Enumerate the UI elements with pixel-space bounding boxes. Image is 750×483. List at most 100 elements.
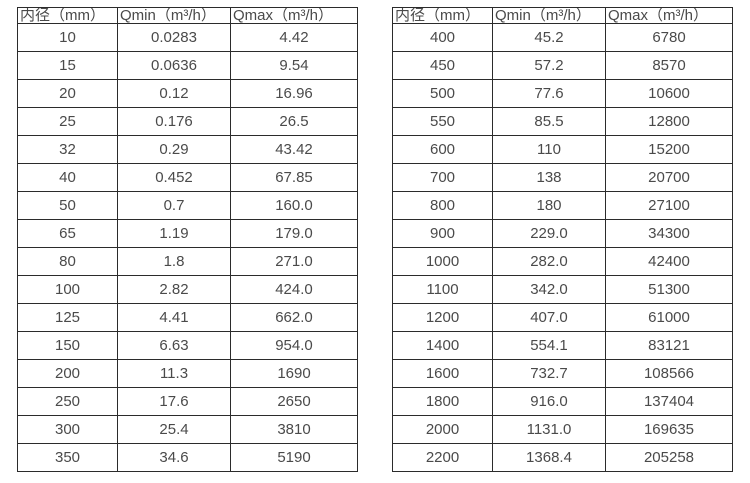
table-row: 150 6.63 954.0 <box>17 331 358 360</box>
cell-diameter: 1800 <box>392 387 493 416</box>
cell-diameter: 1100 <box>392 275 493 304</box>
cell-qmin: 282.0 <box>492 247 606 276</box>
cell-diameter: 32 <box>17 135 118 164</box>
column-header-qmax: Qmax（m³/h） <box>230 7 358 24</box>
cell-qmax: 16.96 <box>230 79 358 108</box>
cell-diameter: 10 <box>17 23 118 52</box>
table-row: 20 0.12 16.96 <box>17 79 358 108</box>
cell-qmax: 108566 <box>605 359 733 388</box>
cell-qmax: 83121 <box>605 331 733 360</box>
table-row: 1100 342.0 51300 <box>392 275 733 304</box>
cell-qmax: 51300 <box>605 275 733 304</box>
table-row: 1000 282.0 42400 <box>392 247 733 276</box>
cell-diameter: 300 <box>17 415 118 444</box>
cell-qmin: 0.7 <box>117 191 231 220</box>
table-row: 10 0.0283 4.42 <box>17 23 358 52</box>
table-row: 65 1.19 179.0 <box>17 219 358 248</box>
table-header-row: 内径（mm） Qmin（m³/h） Qmax（m³/h） <box>17 7 358 24</box>
table-row: 200 11.3 1690 <box>17 359 358 388</box>
table-row: 1600 732.7 108566 <box>392 359 733 388</box>
cell-qmin: 1.8 <box>117 247 231 276</box>
cell-qmin: 17.6 <box>117 387 231 416</box>
cell-qmax: 205258 <box>605 443 733 472</box>
column-header-diameter: 内径（mm） <box>392 7 493 24</box>
cell-diameter: 2200 <box>392 443 493 472</box>
cell-qmin: 110 <box>492 135 606 164</box>
cell-qmin: 407.0 <box>492 303 606 332</box>
cell-qmax: 26.5 <box>230 107 358 136</box>
cell-qmin: 6.63 <box>117 331 231 360</box>
cell-qmax: 424.0 <box>230 275 358 304</box>
cell-qmin: 1.19 <box>117 219 231 248</box>
table-row: 50 0.7 160.0 <box>17 191 358 220</box>
column-header-qmin: Qmin（m³/h） <box>117 7 231 24</box>
table-row: 100 2.82 424.0 <box>17 275 358 304</box>
table-row: 700 138 20700 <box>392 163 733 192</box>
cell-diameter: 25 <box>17 107 118 136</box>
cell-qmax: 160.0 <box>230 191 358 220</box>
table-row: 32 0.29 43.42 <box>17 135 358 164</box>
cell-qmax: 179.0 <box>230 219 358 248</box>
spec-table-small-diameters: 内径（mm） Qmin（m³/h） Qmax（m³/h） 10 0.0283 4.42 1… <box>17 7 358 472</box>
table-row: 550 85.5 12800 <box>392 107 733 136</box>
table-body: 400 45.2 6780 450 57.2 8570 500 77.6 10600 550 85.… <box>392 23 733 472</box>
cell-diameter: 350 <box>17 443 118 472</box>
cell-qmin: 4.41 <box>117 303 231 332</box>
cell-qmax: 34300 <box>605 219 733 248</box>
cell-diameter: 700 <box>392 163 493 192</box>
cell-qmin: 0.0283 <box>117 23 231 52</box>
table-row: 500 77.6 10600 <box>392 79 733 108</box>
cell-qmax: 5190 <box>230 443 358 472</box>
cell-qmax: 4.42 <box>230 23 358 52</box>
cell-qmin: 342.0 <box>492 275 606 304</box>
cell-qmin: 180 <box>492 191 606 220</box>
cell-diameter: 150 <box>17 331 118 360</box>
table-row: 800 180 27100 <box>392 191 733 220</box>
cell-qmin: 0.452 <box>117 163 231 192</box>
cell-qmax: 2650 <box>230 387 358 416</box>
cell-diameter: 2000 <box>392 415 493 444</box>
cell-qmin: 916.0 <box>492 387 606 416</box>
cell-qmax: 61000 <box>605 303 733 332</box>
table-header-row: 内径（mm） Qmin（m³/h） Qmax（m³/h） <box>392 7 733 24</box>
cell-qmax: 12800 <box>605 107 733 136</box>
cell-qmax: 3810 <box>230 415 358 444</box>
header-row: 内径（mm） Qmin（m³/h） Qmax（m³/h） <box>17 7 358 24</box>
table-row: 600 110 15200 <box>392 135 733 164</box>
cell-diameter: 400 <box>392 23 493 52</box>
cell-diameter: 450 <box>392 51 493 80</box>
table-row: 2000 1131.0 169635 <box>392 415 733 444</box>
table-row: 900 229.0 34300 <box>392 219 733 248</box>
cell-diameter: 20 <box>17 79 118 108</box>
cell-diameter: 900 <box>392 219 493 248</box>
table-row: 1400 554.1 83121 <box>392 331 733 360</box>
cell-qmax: 271.0 <box>230 247 358 276</box>
header-row: 内径（mm） Qmin（m³/h） Qmax（m³/h） <box>392 7 733 24</box>
cell-qmax: 8570 <box>605 51 733 80</box>
column-header-qmax: Qmax（m³/h） <box>605 7 733 24</box>
cell-diameter: 50 <box>17 191 118 220</box>
cell-qmin: 0.12 <box>117 79 231 108</box>
cell-diameter: 1000 <box>392 247 493 276</box>
cell-qmin: 0.176 <box>117 107 231 136</box>
cell-qmin: 0.29 <box>117 135 231 164</box>
cell-diameter: 1400 <box>392 331 493 360</box>
cell-qmax: 954.0 <box>230 331 358 360</box>
table-row: 15 0.0636 9.54 <box>17 51 358 80</box>
cell-diameter: 200 <box>17 359 118 388</box>
table-row: 250 17.6 2650 <box>17 387 358 416</box>
cell-diameter: 80 <box>17 247 118 276</box>
cell-diameter: 250 <box>17 387 118 416</box>
cell-qmin: 1131.0 <box>492 415 606 444</box>
cell-qmax: 169635 <box>605 415 733 444</box>
cell-qmax: 27100 <box>605 191 733 220</box>
column-header-qmin: Qmin（m³/h） <box>492 7 606 24</box>
cell-diameter: 40 <box>17 163 118 192</box>
cell-qmin: 554.1 <box>492 331 606 360</box>
spec-tables-container: 内径（mm） Qmin（m³/h） Qmax（m³/h） 10 0.0283 4.42 1… <box>17 7 733 472</box>
table-body: 10 0.0283 4.42 15 0.0636 9.54 20 0.12 16.96 25 0.1… <box>17 23 358 472</box>
cell-qmax: 662.0 <box>230 303 358 332</box>
cell-qmin: 45.2 <box>492 23 606 52</box>
cell-qmax: 42400 <box>605 247 733 276</box>
cell-diameter: 1600 <box>392 359 493 388</box>
